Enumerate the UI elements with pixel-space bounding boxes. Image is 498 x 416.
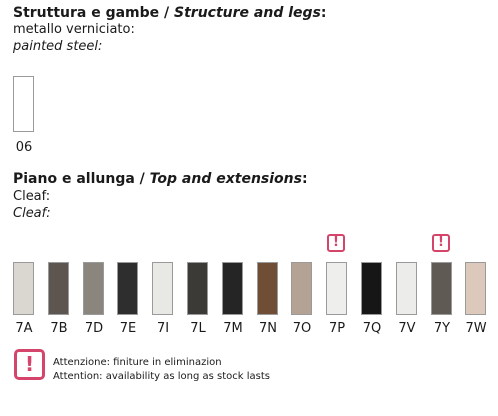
swatch-7O[interactable] — [291, 262, 312, 315]
swatch-7B[interactable] — [48, 262, 69, 315]
swatch-06[interactable] — [13, 76, 34, 132]
structure-heading-en: Structure and legs — [174, 5, 321, 21]
structure-heading-it: Struttura e gambe / — [13, 5, 175, 21]
structure-heading: Struttura e gambe / Structure and legs: — [13, 5, 326, 21]
legend-text-en: Attention: availability as long as stock… — [53, 371, 271, 382]
exclamation-warning-icon: ! — [432, 234, 450, 252]
swatch-code-7N: 7N — [259, 321, 277, 336]
top-heading-colon: : — [301, 171, 308, 187]
swatch-code-7A: 7A — [15, 321, 33, 336]
structure-heading-colon: : — [320, 5, 327, 21]
swatch-code-7O: 7O — [292, 321, 312, 336]
top-material-en: Cleaf: — [13, 206, 51, 221]
top-heading-en: Top and extensions — [149, 171, 302, 187]
swatch-code-7P: 7P — [328, 321, 346, 336]
structure-material-en: painted steel: — [13, 39, 103, 54]
swatch-code-06: 06 — [15, 140, 33, 155]
swatch-code-7E: 7E — [119, 321, 137, 336]
swatch-7P[interactable] — [326, 262, 347, 315]
swatch-code-7D: 7D — [84, 321, 104, 336]
swatch-code-7Q: 7Q — [362, 321, 382, 336]
swatch-7W[interactable] — [465, 262, 486, 315]
swatch-7N[interactable] — [257, 262, 278, 315]
exclamation-warning-icon: ! — [327, 234, 345, 252]
swatch-7V[interactable] — [396, 262, 417, 315]
swatch-code-7B: 7B — [50, 321, 68, 336]
swatch-code-7M: 7M — [223, 321, 243, 336]
legend-text-it: Attenzione: finiture in eliminazion — [53, 357, 222, 368]
top-heading-it: Piano e allunga / — [13, 171, 150, 187]
swatch-7Y[interactable] — [431, 262, 452, 315]
swatch-7Q[interactable] — [361, 262, 382, 315]
swatch-7L[interactable] — [187, 262, 208, 315]
swatch-code-7I: 7I — [156, 321, 170, 336]
swatch-code-7Y: 7Y — [433, 321, 451, 336]
swatch-code-7W: 7W — [465, 321, 487, 336]
swatch-code-7V: 7V — [398, 321, 416, 336]
exclamation-warning-icon: ! — [14, 349, 45, 380]
swatch-7I[interactable] — [152, 262, 173, 315]
swatch-7M[interactable] — [222, 262, 243, 315]
top-material-it: Cleaf: — [13, 189, 51, 204]
top-heading: Piano e allunga / Top and extensions: — [13, 171, 308, 187]
structure-material-it: metallo verniciato: — [13, 22, 135, 37]
swatch-7A[interactable] — [13, 262, 34, 315]
swatch-7E[interactable] — [117, 262, 138, 315]
swatch-code-7L: 7L — [190, 321, 206, 336]
swatch-7D[interactable] — [83, 262, 104, 315]
